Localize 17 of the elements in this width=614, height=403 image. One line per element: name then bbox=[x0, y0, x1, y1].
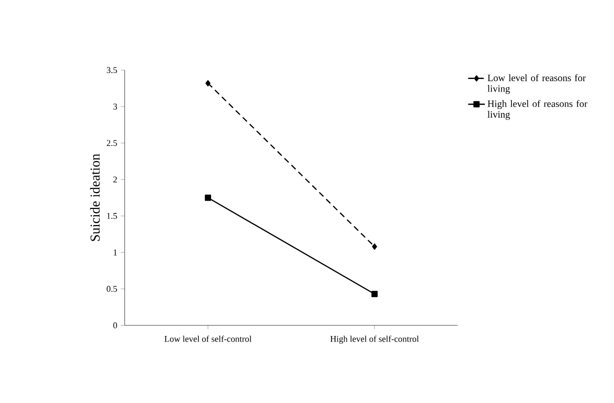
point bbox=[372, 243, 378, 250]
x-tick-label: Low level of self-control bbox=[164, 335, 252, 342]
legend-label: High level of reasons for living bbox=[488, 100, 588, 120]
y-tick-label: 2.5 bbox=[106, 140, 118, 146]
point bbox=[204, 194, 212, 201]
point bbox=[371, 290, 378, 297]
point bbox=[205, 80, 210, 86]
y-tick-label: 1.5 bbox=[107, 212, 118, 219]
y-tick-label: 2 bbox=[113, 176, 117, 182]
x-tick-label: High level of self-control bbox=[330, 335, 419, 344]
y-axis-title: Suicide ideation bbox=[90, 154, 100, 241]
y-tick-label: 3.5 bbox=[106, 67, 118, 73]
y-tick-label: 1 bbox=[114, 249, 117, 256]
y-tick-label: 3 bbox=[113, 104, 118, 110]
legend-label: Low level of reasons for living bbox=[488, 74, 586, 94]
y-tick-label: 0.5 bbox=[106, 286, 118, 292]
y-tick-label: 0 bbox=[113, 322, 118, 328]
